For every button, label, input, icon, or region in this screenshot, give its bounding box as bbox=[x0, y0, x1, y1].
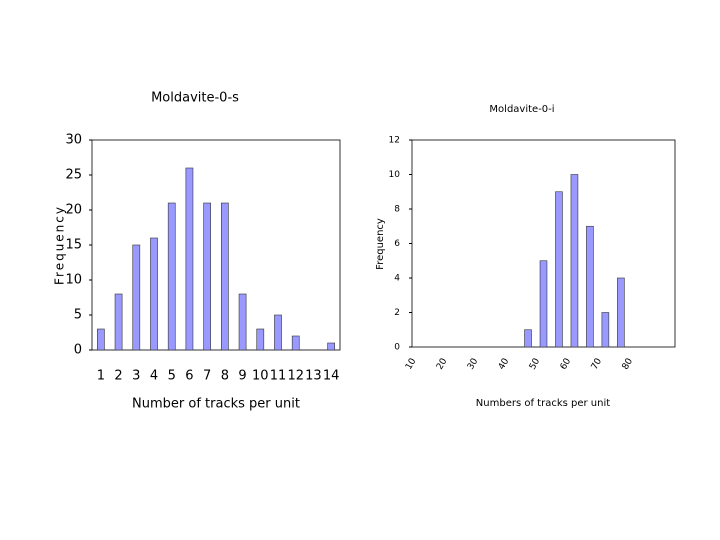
x-tick-label: 10 bbox=[252, 369, 269, 384]
y-axis-label: Frequency bbox=[53, 205, 67, 285]
bar bbox=[327, 342, 335, 351]
x-tick-label: 50 bbox=[528, 357, 543, 372]
x-tick-label: 5 bbox=[168, 369, 176, 384]
y-tick-label: 0 bbox=[74, 343, 82, 358]
y-axis-label: Frequency bbox=[375, 218, 386, 270]
x-axis-label: Number of tracks per unit bbox=[132, 397, 300, 412]
chart-title: Moldavite-0-s bbox=[151, 91, 239, 106]
y-tick-label: 6 bbox=[394, 239, 400, 249]
bar bbox=[539, 260, 548, 348]
y-tick-label: 0 bbox=[394, 343, 400, 353]
x-tick-label: 80 bbox=[621, 357, 636, 372]
bar bbox=[601, 312, 610, 348]
bar bbox=[203, 202, 211, 351]
bar bbox=[617, 277, 625, 348]
bar bbox=[586, 225, 594, 348]
bar bbox=[291, 335, 300, 351]
x-tick-label: 4 bbox=[150, 369, 158, 384]
x-tick-label: 9 bbox=[238, 369, 246, 384]
y-tick-label: 20 bbox=[65, 203, 82, 218]
x-tick-label: 10 bbox=[404, 357, 419, 372]
x-tick-label: 3 bbox=[132, 369, 140, 384]
bar bbox=[185, 167, 194, 351]
bar bbox=[150, 237, 158, 351]
y-tick-label: 8 bbox=[394, 205, 400, 215]
x-tick-label: 8 bbox=[221, 369, 229, 384]
bar bbox=[167, 202, 176, 351]
bar bbox=[114, 293, 123, 351]
y-tick-label: 10 bbox=[65, 273, 82, 288]
x-tick-label: 14 bbox=[323, 369, 340, 384]
plot-area bbox=[91, 139, 341, 351]
x-tick-label: 12 bbox=[287, 369, 304, 384]
bar bbox=[221, 202, 229, 351]
y-tick-label: 2 bbox=[394, 308, 400, 318]
x-tick-label: 7 bbox=[203, 369, 211, 384]
x-tick-label: 30 bbox=[466, 357, 481, 372]
bar bbox=[555, 191, 563, 348]
x-tick-label: 70 bbox=[590, 357, 605, 372]
y-tick-label: 12 bbox=[389, 136, 400, 146]
y-tick-label: 10 bbox=[389, 170, 401, 180]
bar bbox=[97, 328, 105, 351]
x-tick-label: 1 bbox=[97, 369, 105, 384]
bar bbox=[274, 314, 282, 351]
x-tick-label: 6 bbox=[185, 369, 193, 384]
bar bbox=[524, 329, 532, 348]
x-tick-label: 20 bbox=[435, 357, 450, 372]
y-tick-label: 15 bbox=[65, 238, 82, 253]
chart-title: Moldavite-0-i bbox=[489, 104, 554, 115]
y-tick-label: 30 bbox=[65, 133, 82, 148]
bar bbox=[132, 244, 141, 351]
x-tick-label: 11 bbox=[270, 369, 287, 384]
x-tick-label: 40 bbox=[497, 357, 512, 372]
bar bbox=[238, 293, 247, 351]
x-tick-label: 13 bbox=[305, 369, 322, 384]
bar bbox=[256, 328, 265, 351]
x-axis-label: Numbers of tracks per unit bbox=[476, 398, 610, 409]
y-tick-label: 5 bbox=[74, 308, 82, 323]
bar bbox=[570, 174, 579, 348]
y-tick-label: 4 bbox=[394, 274, 400, 284]
x-tick-label: 2 bbox=[114, 369, 122, 384]
y-tick-label: 25 bbox=[65, 168, 82, 183]
x-tick-label: 60 bbox=[559, 357, 574, 372]
